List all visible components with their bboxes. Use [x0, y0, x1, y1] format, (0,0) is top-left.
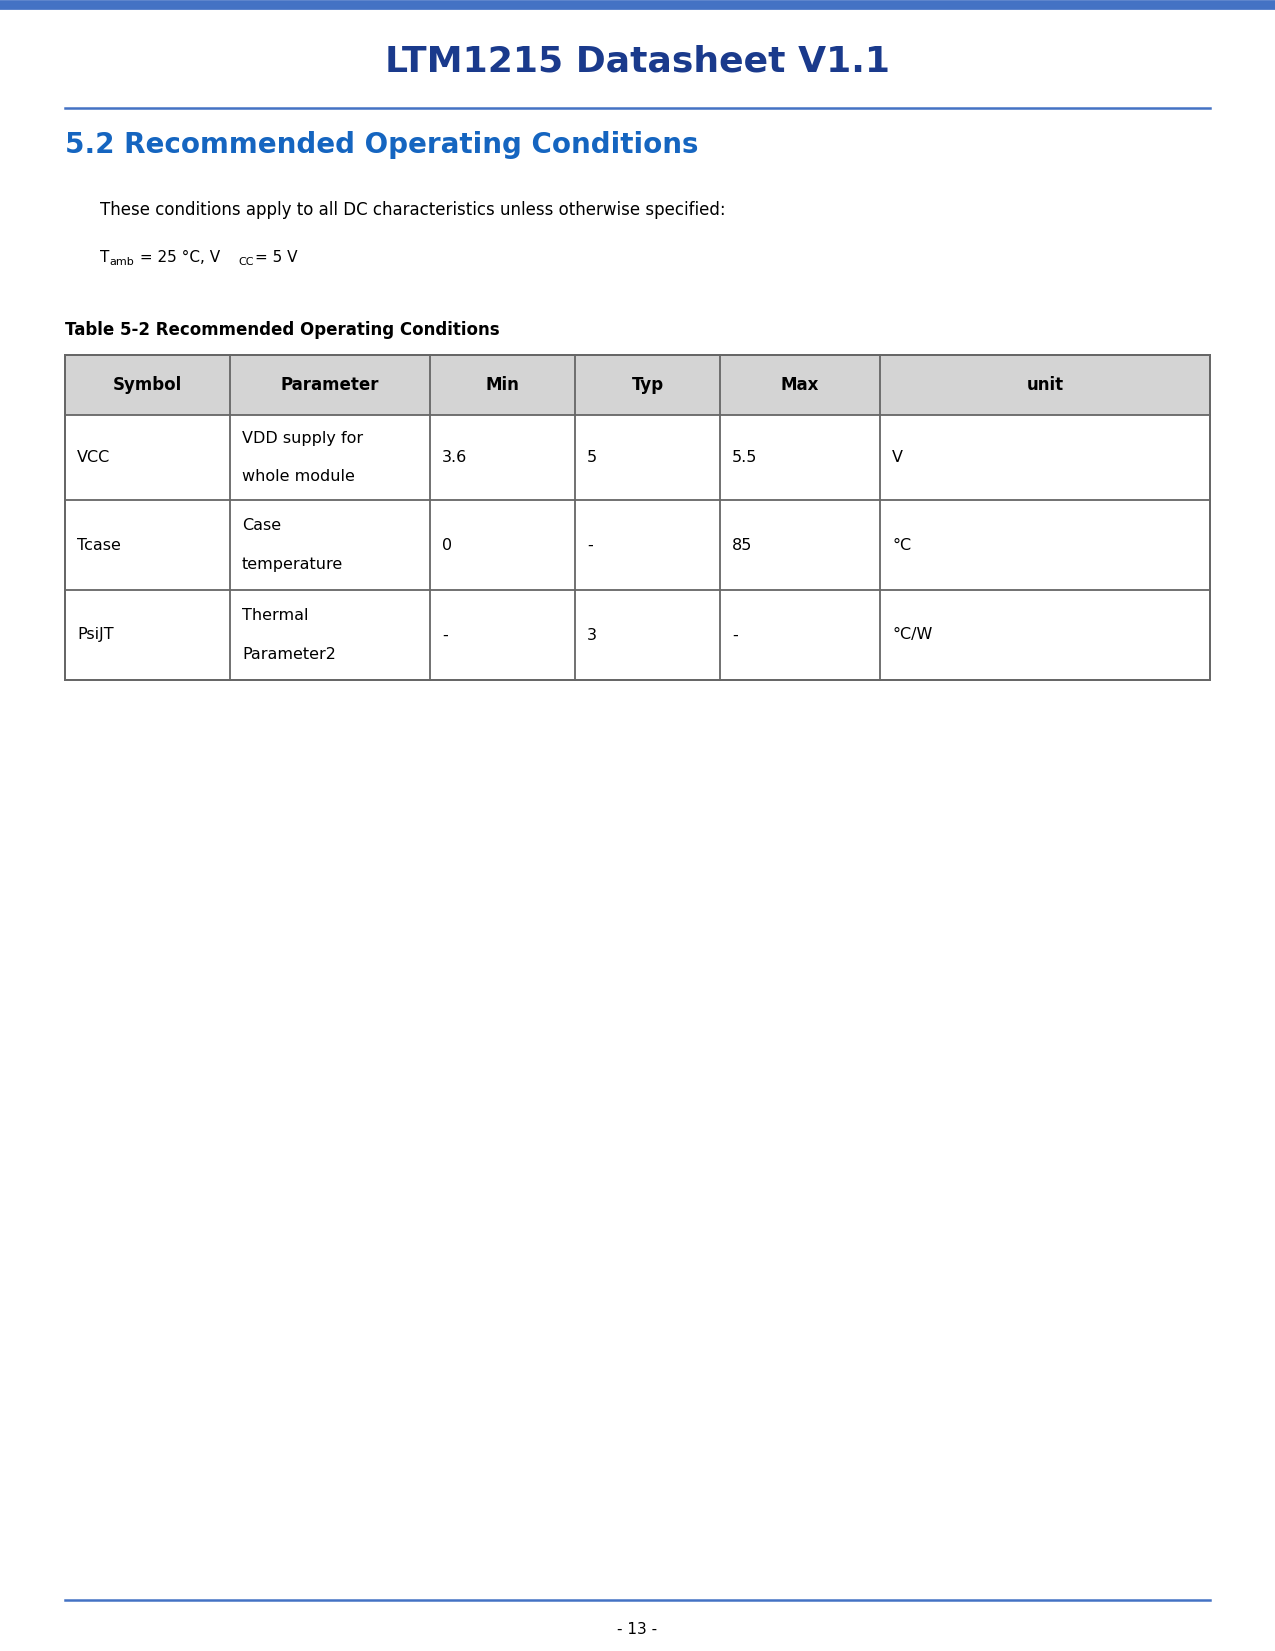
- Text: Tcase: Tcase: [76, 538, 121, 553]
- Text: = 5 V: = 5 V: [255, 251, 297, 266]
- Text: 0: 0: [442, 538, 453, 553]
- Text: °C/W: °C/W: [892, 627, 932, 642]
- Text: PsiJT: PsiJT: [76, 627, 113, 642]
- Text: Case: Case: [242, 518, 280, 533]
- Text: whole module: whole module: [242, 469, 354, 484]
- Text: Thermal: Thermal: [242, 608, 309, 622]
- Text: These conditions apply to all DC characteristics unless otherwise specified:: These conditions apply to all DC charact…: [99, 201, 725, 220]
- Text: unit: unit: [1026, 376, 1063, 395]
- Text: LTM1215 Datasheet V1.1: LTM1215 Datasheet V1.1: [385, 45, 890, 79]
- Text: 5.5: 5.5: [732, 451, 757, 466]
- Text: Parameter: Parameter: [280, 376, 379, 395]
- Bar: [65, 355, 1210, 414]
- Text: 3: 3: [586, 627, 597, 642]
- Text: CC: CC: [238, 258, 254, 267]
- Text: VDD supply for: VDD supply for: [242, 431, 363, 446]
- Text: -: -: [586, 538, 593, 553]
- Text: VCC: VCC: [76, 451, 110, 466]
- Text: Min: Min: [486, 376, 519, 395]
- Text: Table 5-2 Recommended Operating Conditions: Table 5-2 Recommended Operating Conditio…: [65, 320, 500, 338]
- Text: -: -: [442, 627, 448, 642]
- Text: Max: Max: [780, 376, 819, 395]
- Text: °C: °C: [892, 538, 912, 553]
- Text: 5.2 Recommended Operating Conditions: 5.2 Recommended Operating Conditions: [65, 130, 699, 158]
- Text: V: V: [892, 451, 903, 466]
- Text: - 13 -: - 13 -: [617, 1623, 658, 1638]
- Text: amb: amb: [108, 258, 134, 267]
- Text: -: -: [732, 627, 738, 642]
- Text: Typ: Typ: [631, 376, 663, 395]
- Text: = 25 °C, V: = 25 °C, V: [135, 251, 221, 266]
- Text: temperature: temperature: [242, 558, 343, 573]
- Text: 5: 5: [586, 451, 597, 466]
- Text: 85: 85: [732, 538, 752, 553]
- Text: Parameter2: Parameter2: [242, 647, 335, 662]
- Text: 3.6: 3.6: [442, 451, 467, 466]
- Text: Symbol: Symbol: [113, 376, 182, 395]
- Bar: [65, 355, 1210, 680]
- Text: T: T: [99, 251, 110, 266]
